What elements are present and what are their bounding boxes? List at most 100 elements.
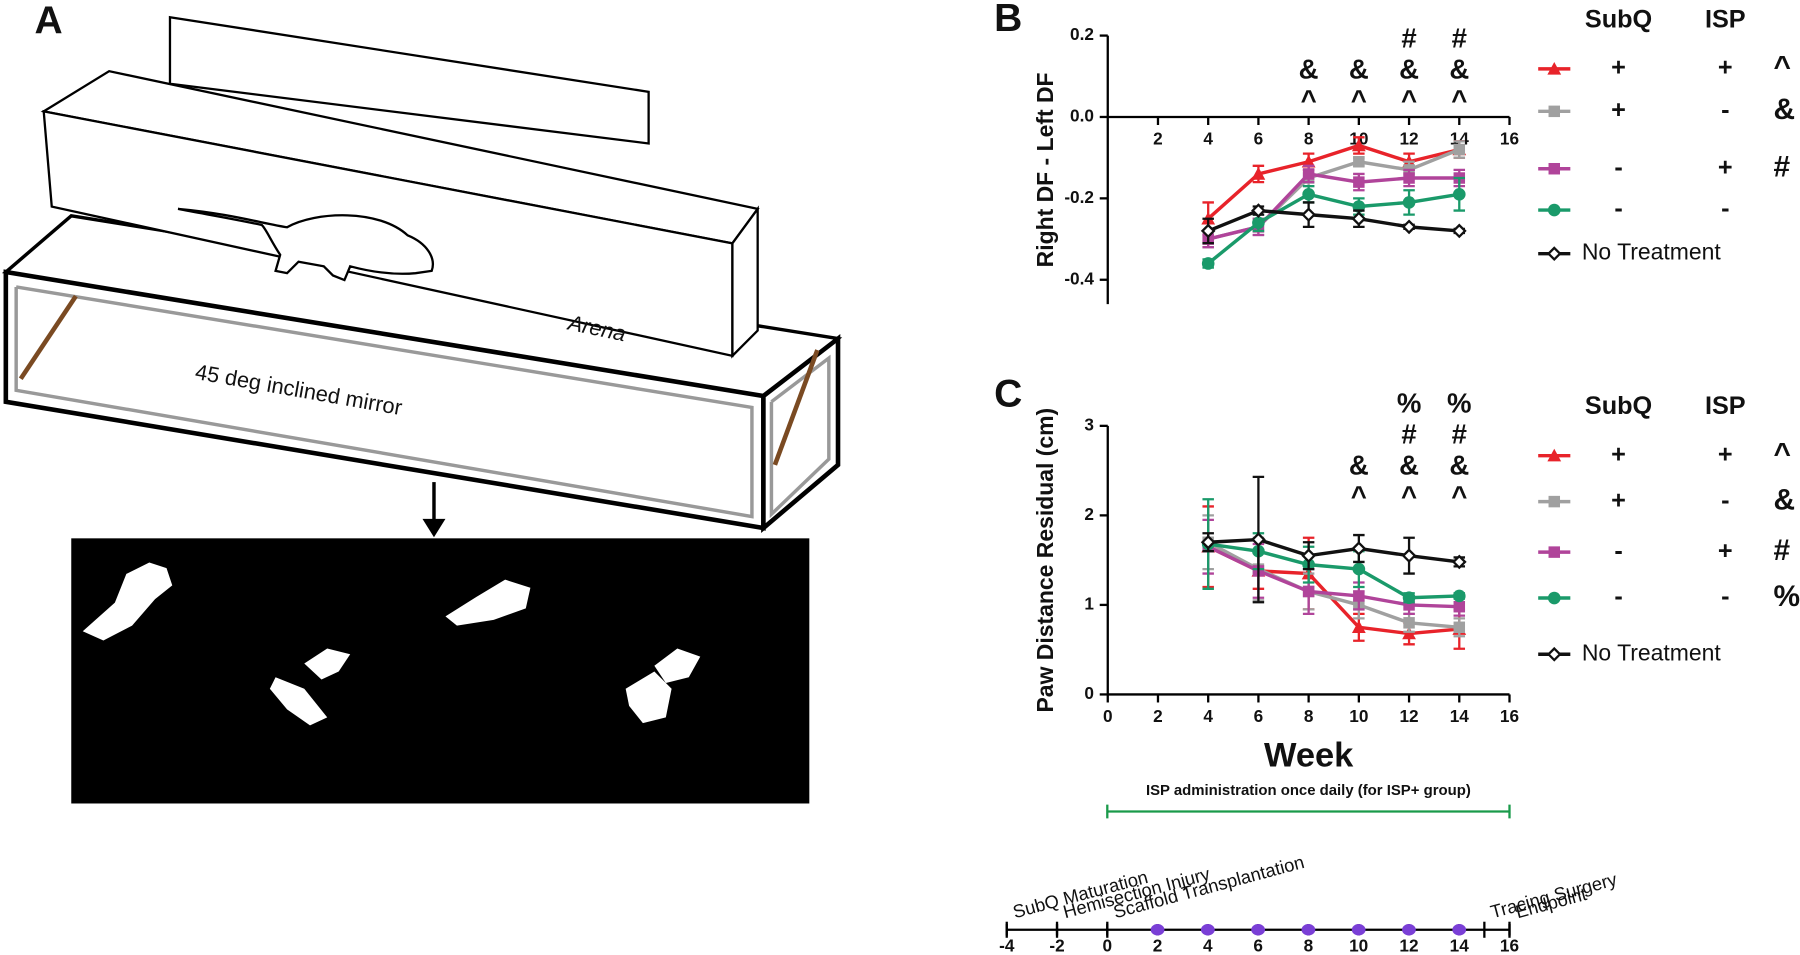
dosing-dot bbox=[1301, 924, 1316, 936]
x-tick-label: 2 bbox=[1153, 128, 1163, 148]
legend-marker bbox=[1546, 246, 1562, 262]
marker bbox=[1402, 626, 1416, 640]
legend-header: SubQ bbox=[1585, 392, 1652, 420]
legend-marker bbox=[1548, 495, 1561, 508]
marker bbox=[1301, 207, 1316, 223]
marker bbox=[1452, 187, 1466, 201]
y-tick-label: -0.4 bbox=[1064, 268, 1094, 288]
marker bbox=[1401, 219, 1417, 235]
dosing-dot bbox=[1200, 924, 1215, 936]
marker bbox=[1353, 176, 1365, 188]
footprints bbox=[82, 562, 701, 726]
panel-label: B bbox=[994, 0, 1022, 40]
paw bbox=[625, 671, 672, 724]
marker bbox=[1352, 562, 1366, 576]
significance-mark: & bbox=[1399, 449, 1419, 480]
x-tick-label: 2 bbox=[1153, 706, 1163, 726]
legend-isp: + bbox=[1718, 153, 1733, 181]
x-tick-label: 8 bbox=[1304, 936, 1314, 955]
marker bbox=[1453, 143, 1466, 156]
marker bbox=[1401, 548, 1417, 564]
x-tick-label: 12 bbox=[1399, 128, 1418, 148]
significance-mark: ^ bbox=[1351, 84, 1367, 115]
x-tick-label: 4 bbox=[1203, 706, 1213, 726]
legend-header: ISP bbox=[1705, 392, 1746, 420]
marker bbox=[1451, 554, 1467, 570]
x-tick-label: 14 bbox=[1450, 936, 1470, 955]
marker bbox=[1251, 532, 1266, 547]
x-tick-label: 16 bbox=[1500, 706, 1519, 726]
significance-mark: ^ bbox=[1401, 480, 1417, 511]
series-line bbox=[1207, 545, 1460, 636]
series-line bbox=[1208, 537, 1460, 564]
x-tick-label: -4 bbox=[999, 936, 1015, 955]
legend-isp: - bbox=[1721, 486, 1729, 514]
x-tick-label: 10 bbox=[1349, 936, 1368, 955]
arrow-head bbox=[422, 518, 446, 538]
marker bbox=[1200, 223, 1216, 239]
panel-label: C bbox=[994, 372, 1022, 415]
significance-mark: # bbox=[1452, 22, 1467, 53]
x-tick-label: 6 bbox=[1254, 128, 1264, 148]
dosing-bar bbox=[1106, 804, 1511, 819]
marker bbox=[1351, 541, 1367, 556]
legend-subq: + bbox=[1611, 486, 1626, 514]
marker bbox=[1353, 156, 1365, 168]
x-tick-label: 12 bbox=[1399, 706, 1418, 726]
significance-mark: & bbox=[1349, 53, 1369, 84]
significance-mark: & bbox=[1449, 53, 1469, 84]
marker bbox=[1452, 589, 1466, 603]
x-tick-label: 0 bbox=[1103, 706, 1113, 726]
legend-symbol: & bbox=[1774, 483, 1796, 516]
legend-marker bbox=[1547, 591, 1561, 605]
legend-symbol: # bbox=[1774, 534, 1791, 567]
x-tick-label: 6 bbox=[1253, 936, 1263, 955]
significance-mark: & bbox=[1349, 449, 1369, 480]
marker bbox=[1402, 196, 1416, 209]
marker bbox=[1351, 138, 1366, 152]
legend-marker bbox=[1547, 61, 1562, 75]
series-line bbox=[1207, 147, 1460, 241]
legend-subq: - bbox=[1614, 537, 1622, 565]
marker bbox=[1351, 211, 1367, 227]
marker bbox=[1201, 257, 1215, 270]
series-line bbox=[1207, 143, 1460, 220]
y-tick-label: 0.2 bbox=[1070, 24, 1094, 44]
marker bbox=[1403, 172, 1415, 184]
x-tick-label: 8 bbox=[1304, 128, 1314, 148]
legend-isp: + bbox=[1718, 54, 1733, 82]
y-tick-label: 1 bbox=[1084, 593, 1094, 613]
marker bbox=[1353, 590, 1365, 602]
y-tick-label: 0.0 bbox=[1070, 106, 1094, 126]
significance-mark: % bbox=[1397, 387, 1421, 418]
legend-subq: + bbox=[1611, 54, 1626, 82]
marker bbox=[1302, 168, 1315, 180]
marker bbox=[1403, 617, 1415, 629]
significance-mark: ^ bbox=[1401, 84, 1417, 115]
x-tick-label: 8 bbox=[1304, 706, 1314, 726]
x-tick-label: 2 bbox=[1153, 936, 1163, 955]
paw bbox=[82, 562, 173, 641]
support bbox=[18, 294, 78, 381]
legend-subq: - bbox=[1614, 583, 1622, 611]
x-tick-label: 16 bbox=[1500, 128, 1519, 148]
legend-marker bbox=[1546, 646, 1562, 662]
x-tick-label: 4 bbox=[1203, 128, 1213, 148]
legend-header: SubQ bbox=[1585, 5, 1652, 33]
y-tick-label: 0 bbox=[1084, 683, 1094, 703]
dosing-bar-label: ISP administration once daily (for ISP+ … bbox=[1146, 782, 1471, 799]
x-tick-label: -2 bbox=[1049, 936, 1064, 955]
legend-symbol: # bbox=[1774, 151, 1791, 184]
marker bbox=[1453, 621, 1466, 634]
legend-isp: - bbox=[1721, 195, 1729, 223]
dosing-dot bbox=[1251, 924, 1266, 936]
legend-header: ISP bbox=[1705, 5, 1746, 33]
marker bbox=[1302, 187, 1315, 201]
x-axis-label: Week bbox=[1264, 737, 1354, 775]
marker bbox=[1351, 620, 1366, 634]
series-line bbox=[1207, 540, 1460, 630]
y-tick-label: 2 bbox=[1084, 504, 1094, 524]
y-axis-label: Right DF - Left DF bbox=[1032, 72, 1058, 267]
legend-isp: + bbox=[1718, 440, 1733, 468]
